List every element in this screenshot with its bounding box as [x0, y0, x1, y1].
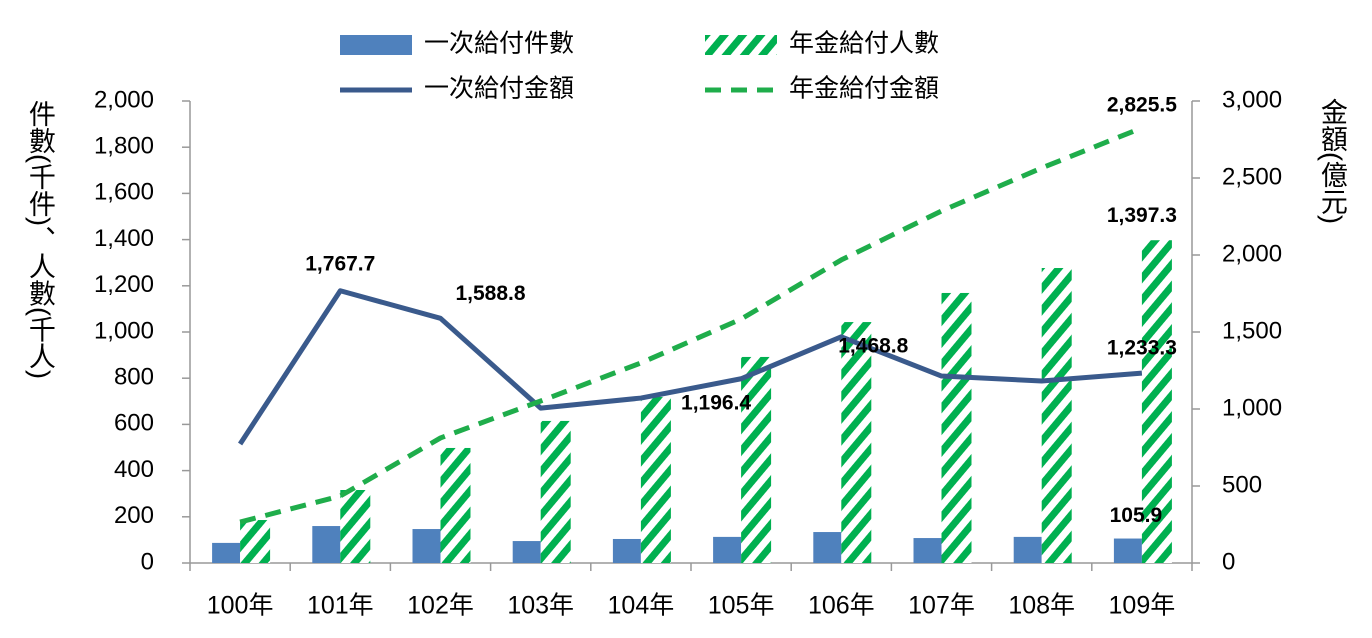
line: [238, 288, 1143, 446]
y-tick-label: 0: [141, 548, 154, 575]
bar: [412, 529, 441, 563]
line: [239, 125, 1143, 525]
legend-label: 年金給付金額: [789, 75, 939, 103]
data-label: 1,588.8: [455, 282, 525, 305]
bar: [612, 538, 641, 563]
x-tick-label: 105年: [708, 592, 775, 620]
y2-tick-label: 2,500: [1222, 163, 1282, 190]
y2-tick-label: 0: [1222, 548, 1235, 575]
bar: [440, 447, 471, 563]
y-tick-label: 400: [114, 456, 154, 483]
x-tick-label: 102年: [407, 592, 474, 620]
x-tick-label: 109年: [1109, 592, 1176, 620]
y-tick-label: 800: [114, 364, 154, 391]
y-tick-label: 1,800: [94, 133, 154, 160]
bar: [1141, 240, 1172, 563]
bar: [1113, 538, 1142, 563]
legend-swatch: [705, 35, 777, 55]
x-tick-label: 108年: [1008, 592, 1075, 620]
y2-tick-label: 3,000: [1222, 86, 1282, 113]
y2-tick-label: 2,000: [1222, 240, 1282, 267]
legend-label: 年金給付人數: [789, 30, 939, 58]
x-tick-label: 106年: [808, 592, 875, 620]
x-tick-label: 101年: [307, 592, 374, 620]
bar: [240, 520, 271, 563]
bar: [312, 526, 341, 563]
y-axis-title: 件數(千件)、人數(千人): [25, 100, 56, 379]
x-tick-label: 104年: [608, 592, 675, 620]
x-tick-label: 103年: [507, 592, 574, 620]
bar: [340, 490, 371, 563]
y2-axis-title: 金額(億元): [1317, 98, 1348, 224]
y2-tick-label: 500: [1222, 471, 1262, 498]
y-tick-label: 1,000: [94, 317, 154, 344]
x-tick-label: 107年: [908, 592, 975, 620]
y2-tick-label: 1,000: [1222, 394, 1282, 421]
y-tick-label: 200: [114, 502, 154, 529]
y-tick-label: 2,000: [94, 86, 154, 113]
bar: [1013, 536, 1042, 563]
data-label: 1,767.7: [305, 252, 375, 275]
legend-label: 一次給付金額: [424, 75, 574, 103]
bar: [841, 322, 872, 563]
data-label: 1,397.3: [1107, 204, 1177, 227]
bar: [540, 420, 571, 563]
bar: [913, 538, 942, 563]
y-tick-label: 1,200: [94, 271, 154, 298]
bar: [713, 536, 742, 563]
data-label: 1,233.3: [1107, 337, 1177, 360]
x-tick-label: 100年: [207, 592, 274, 620]
data-label: 2,825.5: [1107, 93, 1177, 116]
data-label: 1,468.8: [838, 334, 908, 357]
bar: [1041, 268, 1072, 563]
y-tick-label: 1,400: [94, 225, 154, 252]
bar: [741, 356, 772, 563]
bar: [941, 292, 972, 563]
legend-swatch: [340, 35, 412, 55]
bar: [640, 396, 671, 563]
data-label: 105.9: [1110, 504, 1163, 527]
y2-tick-label: 1,500: [1222, 317, 1282, 344]
bar: [512, 541, 541, 563]
legend-label: 一次給付件數: [424, 30, 574, 58]
bar: [813, 532, 842, 563]
data-label: 1,196.4: [681, 391, 751, 414]
y-tick-label: 1,600: [94, 179, 154, 206]
bar: [212, 542, 241, 563]
y-tick-label: 600: [114, 410, 154, 437]
